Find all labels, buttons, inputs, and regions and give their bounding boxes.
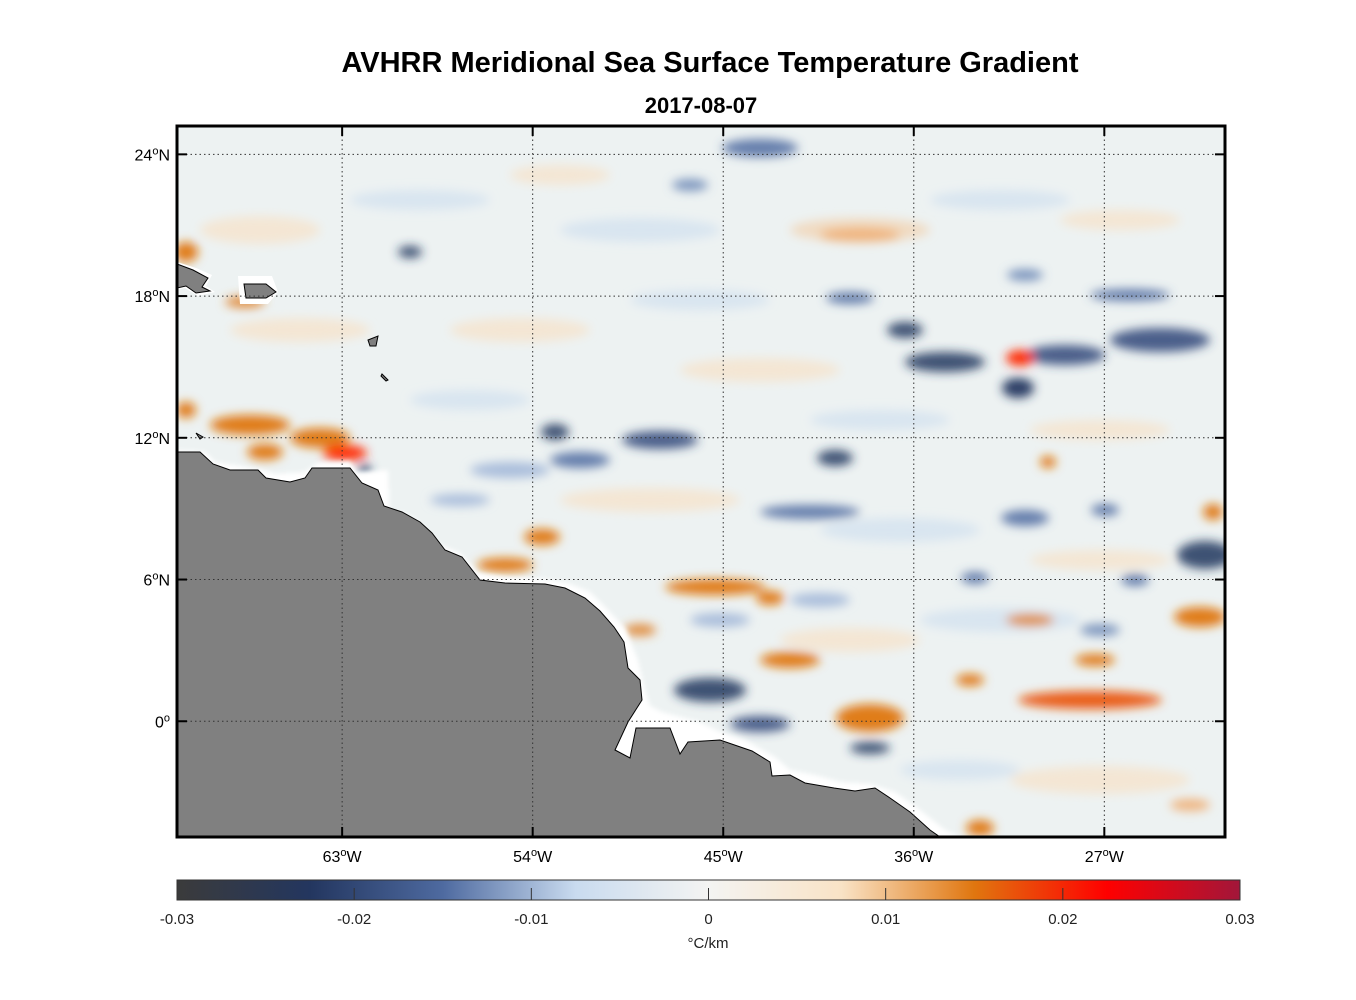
axis-labels: 63oW 54oW 45oW 36oW 27oW 24oN 18oN 12oN 6oN 0o (135, 145, 1125, 866)
x-tick-label: 27oW (1085, 847, 1125, 866)
y-tick-label: 0o (155, 712, 170, 731)
colorbar-ticks (176, 888, 1241, 900)
colorbar-tick-label: 0 (704, 911, 712, 928)
colorbar-tick-labels: -0.03 -0.02 -0.01 0 0.01 0.02 0.03 (160, 911, 1255, 928)
sst-gradient-field (177, 139, 1225, 836)
map-frame (175, 124, 1227, 839)
x-tick-label: 45oW (704, 847, 744, 866)
x-tick-label: 63oW (323, 847, 363, 866)
x-tick-label: 54oW (513, 847, 553, 866)
y-tick-label: 12oN (135, 429, 170, 448)
figure-title: AVHRR Meridional Sea Surface Temperature… (341, 47, 1079, 79)
colorbar: -0.03 -0.02 -0.01 0 0.01 0.02 0.03 °C/km (160, 879, 1255, 952)
colorbar-tick-label: 0.02 (1048, 911, 1077, 928)
y-tick-label: 6oN (143, 571, 170, 590)
map-graticule (177, 126, 1225, 837)
x-tick-label: 36oW (894, 847, 934, 866)
y-tick-label: 24oN (135, 145, 170, 164)
axis-ticks (177, 126, 1225, 837)
y-tick-label: 18oN (135, 287, 170, 306)
colorbar-tick-label: -0.01 (514, 911, 548, 928)
colorbar-tick-label: 0.03 (1225, 911, 1254, 928)
colorbar-tick-label: -0.03 (160, 911, 194, 928)
colorbar-unit: °C/km (688, 935, 729, 952)
land (177, 262, 960, 837)
colorbar-tick-label: 0.01 (871, 911, 900, 928)
figure-subtitle: 2017-08-07 (644, 93, 758, 118)
colorbar-tick-label: -0.02 (337, 911, 371, 928)
